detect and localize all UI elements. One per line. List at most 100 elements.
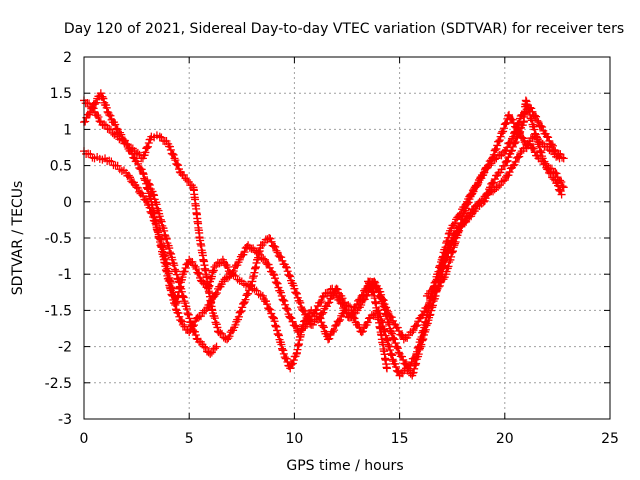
data-point (272, 246, 281, 255)
data-point (525, 107, 534, 116)
data-point (492, 144, 501, 153)
data-point (286, 272, 295, 281)
data-point (319, 321, 328, 330)
data-point (179, 171, 188, 180)
data-point (281, 262, 290, 271)
data-point (319, 308, 328, 317)
data-point (512, 133, 521, 142)
data-point (267, 237, 276, 246)
data-point (157, 133, 166, 142)
y-tick-label: -1.5 (45, 303, 72, 319)
data-point (428, 293, 437, 302)
data-point (290, 284, 299, 293)
data-point (358, 327, 367, 336)
data-point (398, 352, 407, 361)
data-point (193, 313, 202, 322)
data-point (276, 286, 285, 295)
data-point (225, 332, 234, 341)
data-point (462, 204, 471, 213)
data-point (283, 305, 292, 314)
data-point (289, 356, 298, 365)
data-point (482, 190, 491, 199)
chart-title: Day 120 of 2021, Sidereal Day-to-day VTE… (64, 21, 624, 37)
data-point (220, 275, 229, 284)
data-point (536, 122, 545, 131)
data-point (282, 304, 291, 313)
data-point (554, 181, 563, 190)
data-point (444, 241, 453, 250)
data-point (319, 323, 328, 332)
data-point (196, 312, 205, 321)
data-point (189, 326, 198, 335)
y-tick-label: -0.5 (45, 231, 72, 247)
data-point (462, 200, 471, 209)
data-point (469, 187, 478, 196)
data-point (493, 141, 502, 150)
data-point (110, 130, 119, 139)
data-point (556, 150, 565, 159)
data-point (96, 89, 105, 98)
data-point (180, 267, 189, 276)
data-point (214, 328, 223, 337)
data-point (411, 322, 420, 331)
data-point (224, 334, 233, 343)
data-point (141, 148, 150, 157)
data-point (413, 321, 422, 330)
data-point (239, 299, 248, 308)
data-point (510, 139, 519, 148)
data-point (357, 291, 366, 300)
data-point (108, 129, 117, 138)
data-point (534, 118, 543, 127)
data-point (499, 177, 508, 186)
data-point (85, 99, 94, 108)
data-point (556, 187, 565, 196)
data-point (544, 165, 553, 174)
data-point (238, 303, 247, 312)
data-point (532, 112, 541, 121)
data-point (511, 157, 520, 166)
data-point (344, 301, 353, 310)
data-point (542, 132, 551, 141)
data-point (88, 103, 97, 112)
data-point (508, 142, 517, 151)
data-point (166, 145, 175, 154)
data-point (142, 144, 151, 153)
data-point (170, 154, 179, 163)
y-tick-label: -2 (58, 340, 72, 356)
data-point (106, 111, 115, 120)
data-point (92, 98, 101, 107)
data-point (93, 111, 102, 120)
data-point (143, 176, 152, 185)
data-point (295, 296, 304, 305)
y-tick-label: 1.5 (50, 86, 72, 102)
data-point (277, 291, 286, 300)
data-point (336, 315, 345, 324)
data-point (333, 285, 342, 294)
data-point (278, 295, 287, 304)
data-point (237, 307, 246, 316)
data-point (397, 330, 406, 339)
data-point (557, 190, 566, 199)
data-point (207, 348, 216, 357)
data-point (263, 300, 272, 309)
data-point (465, 195, 474, 204)
data-point (388, 316, 397, 325)
data-point (210, 262, 219, 271)
data-point (346, 313, 355, 322)
data-point (235, 308, 244, 317)
data-point (191, 330, 200, 339)
data-point (390, 335, 399, 344)
data-point (201, 343, 210, 352)
data-point (499, 124, 508, 133)
data-point (115, 165, 124, 174)
y-tick-label: -1 (58, 267, 72, 283)
data-point (494, 137, 503, 146)
data-point (216, 328, 225, 337)
data-point (106, 125, 115, 134)
data-point (323, 289, 332, 298)
data-point (368, 287, 377, 296)
data-point (188, 257, 197, 266)
data-point (89, 104, 98, 113)
data-point (287, 360, 296, 369)
axes: 0 5 10 15 20 25 -3 -2.5 -2 -1.5 -1 -0.5 0 0.5 1 1.5 2 (45, 50, 619, 447)
